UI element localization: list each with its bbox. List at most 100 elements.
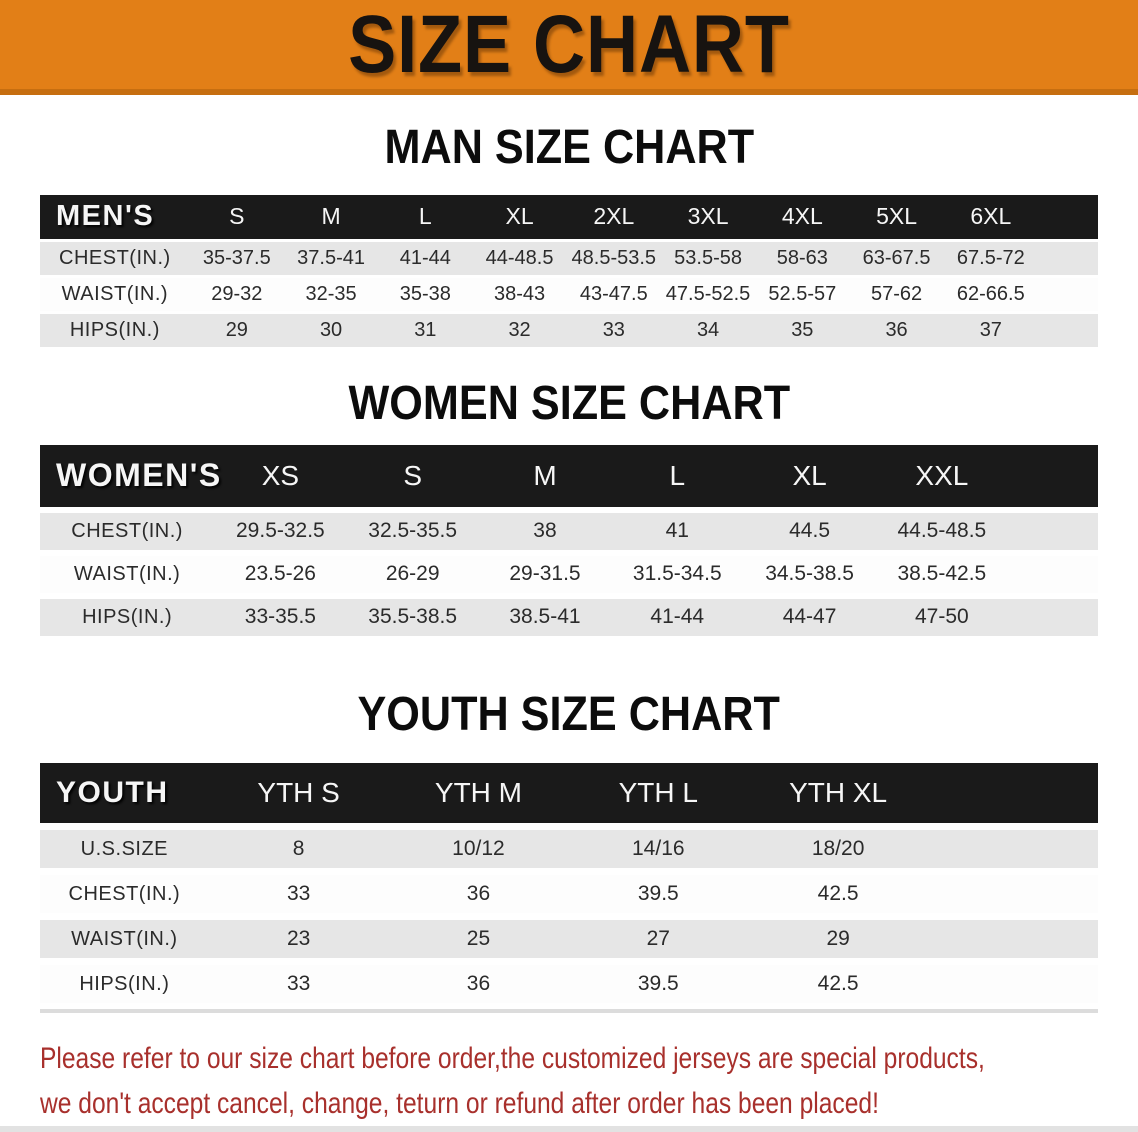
men-size-value-cell: 32-35 [305,282,357,305]
youth-size-value-cell: 42.5 [817,882,859,906]
youth-size-value-cell: 23 [286,927,311,951]
men-size-value-cell: 58-63 [776,246,828,269]
women-size-value-cell: 44-47 [782,605,837,629]
women-row-label: HIPS(IN.) [82,605,173,628]
women-size-column-header: M [533,459,557,491]
men-size-value-cell: 35-38 [399,282,451,305]
youth-size-column-header: YTH L [618,777,698,809]
men-header-label: MEN'S [56,200,155,233]
youth-table-row: WAIST(IN.) 23 25 27 29 [40,920,1098,959]
men-size-value-cell: 35-37.5 [202,246,271,269]
order-policy-note: Please refer to our size chart before or… [40,1037,1138,1126]
women-size-column-header: XS [261,459,300,491]
youth-size-value-cell: 33 [286,882,311,906]
women-row-label: WAIST(IN.) [73,562,181,585]
youth-table-row: CHEST(IN.) 33 36 39.5 42.5 [40,875,1098,914]
men-size-value-cell: 32 [508,318,531,341]
women-size-column-header: XL [792,459,827,491]
youth-row-label: CHEST(IN.) [68,882,181,905]
men-size-column-header: 4XL [781,203,823,230]
women-size-value-cell: 31.5-34.5 [632,562,722,586]
women-size-column-header: L [669,459,686,491]
youth-size-value-cell: 36 [466,972,491,996]
youth-size-value-cell: 39.5 [637,972,679,996]
men-size-value-cell: 43-47.5 [579,282,648,305]
men-size-value-cell: 57-62 [870,282,923,305]
women-size-value-cell: 29-31.5 [509,562,581,586]
women-size-value-cell: 38.5-42.5 [897,562,987,586]
youth-size-value-cell: 39.5 [637,882,679,906]
women-size-column-header: XXL [915,459,969,491]
women-size-value-cell: 44.5-48.5 [897,519,987,543]
women-size-table: WOMEN'S XS S M L XL XXL CHEST(IN.) 29.5-32.5 32.5… [40,444,1098,636]
men-size-value-cell: 29-32 [211,282,263,305]
men-size-column-header: L [418,203,432,230]
youth-table-underline [40,1009,1098,1014]
men-size-column-header: S [229,203,245,230]
women-row-label: CHEST(IN.) [71,519,183,542]
youth-size-value-cell: 27 [646,927,670,951]
women-size-value-cell: 23.5-26 [244,562,316,586]
men-size-value-cell: 29 [225,318,248,341]
youth-size-table: YOUTH YTH S YTH M YTH L YTH XL U.S.SIZE 8 10/12… [40,763,1098,1004]
women-size-value-cell: 26-29 [385,562,440,586]
youth-table-row: U.S.SIZE 8 10/12 14/16 18/20 [40,830,1098,869]
men-size-column-header: XL [505,203,534,230]
women-size-value-cell: 32.5-35.5 [368,519,458,543]
youth-size-value-cell: 36 [466,882,491,906]
women-table-header: WOMEN'S XS S M L XL XXL [40,444,1098,507]
men-size-value-cell: 48.5-53.5 [571,246,657,269]
youth-table-header: YOUTH YTH S YTH M YTH L YTH XL [40,763,1098,824]
men-size-value-cell: 36 [885,318,908,341]
youth-size-value-cell: 8 [292,837,305,861]
women-size-value-cell: 35.5-38.5 [368,605,458,629]
youth-size-value-cell: 18/20 [811,837,865,861]
men-row-label: CHEST(IN.) [59,246,171,269]
men-table-header: MEN'S S M L XL 2XL 3XL 4XL 5XL 6XL [40,194,1098,239]
youth-size-column-header: YTH XL [789,777,888,809]
men-size-value-cell: 62-66.5 [956,282,1025,305]
women-header-label: WOMEN'S [56,457,222,494]
youth-section-title: YOUTH SIZE CHART [357,687,781,741]
men-size-value-cell: 37 [979,318,1002,341]
women-size-value-cell: 34.5-38.5 [765,562,854,586]
youth-size-value-cell: 10/12 [452,837,505,861]
women-size-value-cell: 41 [665,519,689,543]
men-size-column-header: 3XL [687,203,729,230]
men-size-value-cell: 41-44 [399,246,451,269]
youth-size-value-cell: 14/16 [632,837,685,861]
men-size-column-header: 5XL [876,203,918,230]
men-size-value-cell: 37.5-41 [297,246,365,269]
youth-size-value-cell: 33 [286,972,311,996]
men-size-value-cell: 33 [602,318,625,341]
women-size-column-header: S [403,459,423,491]
youth-size-value-cell: 29 [826,927,850,951]
men-table-row: CHEST(IN.) 35-37.5 37.5-41 41-44 44-48.5 48.5… [40,241,1098,275]
women-size-value-cell: 38 [533,519,557,543]
men-table-row: HIPS(IN.) 29 30 31 32 33 34 35 36 37 [40,313,1098,347]
note-line-1: Please refer to our size chart before or… [40,1042,985,1076]
women-size-value-cell: 29.5-32.5 [236,519,325,543]
men-size-value-cell: 67.5-72 [956,246,1025,269]
youth-row-label: WAIST(IN.) [71,927,178,950]
note-line-2: we don't accept cancel, change, teturn o… [40,1086,879,1120]
women-size-value-cell: 38.5-41 [509,605,581,629]
men-row-label: HIPS(IN.) [69,318,160,341]
men-row-label: WAIST(IN.) [61,282,169,305]
men-size-value-cell: 34 [696,318,720,341]
youth-size-column-header: YTH S [257,777,340,809]
banner-title: SIZE CHART [348,0,790,90]
youth-row-label: U.S.SIZE [80,837,169,860]
men-size-value-cell: 30 [319,318,343,341]
size-chart-banner: SIZE CHART [0,0,1138,96]
men-size-value-cell: 53.5-58 [674,246,742,269]
men-size-value-cell: 31 [414,318,437,341]
men-size-column-header: 6XL [970,203,1012,230]
men-size-value-cell: 47.5-52.5 [665,282,751,305]
youth-header-label: YOUTH [56,776,169,810]
youth-table-row: HIPS(IN.) 33 36 39.5 42.5 [40,965,1098,1004]
women-size-value-cell: 47-50 [915,605,969,629]
women-size-value-cell: 41-44 [650,605,705,629]
men-size-table: MEN'S S M L XL 2XL 3XL 4XL 5XL 6XL CHEST(IN.) 35-37… [40,194,1098,347]
women-table-row: HIPS(IN.) 33-35.5 35.5-38.5 38.5-41 41-44 44-… [40,598,1098,636]
